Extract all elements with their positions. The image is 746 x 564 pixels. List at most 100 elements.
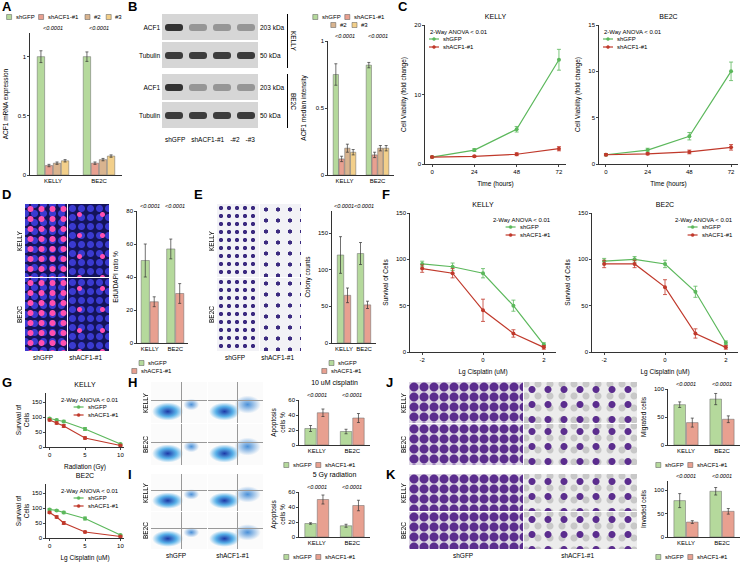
svg-text:0: 0: [403, 349, 407, 355]
svg-text:KELLY: KELLY: [677, 448, 695, 454]
svg-text:0: 0: [39, 535, 43, 541]
svg-text:2-Way ANOVA < 0.01: 2-Way ANOVA < 0.01: [604, 29, 662, 35]
svg-text:150: 150: [318, 230, 329, 236]
svg-text:50: 50: [581, 303, 588, 309]
svg-text:shACF1-#1: shACF1-#1: [325, 554, 356, 560]
svg-text:50: 50: [657, 414, 664, 420]
svg-text:60: 60: [126, 241, 133, 247]
svg-text:100: 100: [318, 267, 329, 273]
svg-text:2-Way ANOVA < 0.01: 2-Way ANOVA < 0.01: [493, 217, 551, 223]
svg-text:shACF1-#1: shACF1-#1: [325, 462, 356, 468]
svg-text:shGFP: shGFP: [520, 224, 539, 230]
svg-text:100: 100: [654, 487, 665, 493]
svg-text:<0.0001: <0.0001: [334, 203, 354, 209]
svg-text:50: 50: [35, 429, 42, 435]
svg-text:50: 50: [321, 303, 328, 309]
svg-text:5: 5: [592, 115, 596, 121]
svg-text:shACF1-#1: shACF1-#1: [443, 44, 474, 50]
svg-text:60: 60: [288, 489, 295, 495]
svg-text:<0.0001: <0.0001: [368, 33, 388, 39]
svg-text:100: 100: [654, 386, 665, 392]
svg-text:0: 0: [481, 357, 485, 363]
svg-text:Radiation (Gy): Radiation (Gy): [64, 463, 106, 471]
svg-text:<0.0001: <0.0001: [165, 203, 185, 209]
svg-text:Lg Cisplatin (uM): Lg Cisplatin (uM): [60, 554, 109, 562]
svg-text:Survival ofCells: Survival ofCells: [15, 496, 30, 527]
svg-text:10: 10: [414, 92, 421, 98]
svg-text:40: 40: [288, 412, 295, 418]
svg-text:48: 48: [686, 169, 693, 175]
svg-text:Invaded cells: Invaded cells: [640, 489, 647, 528]
svg-text:#3: #3: [361, 22, 368, 28]
svg-text:shGFP: shGFP: [322, 14, 341, 20]
svg-text:#2: #2: [340, 22, 347, 28]
svg-text:10: 10: [588, 68, 595, 74]
svg-text:Cell Viability (fold change): Cell Viability (fold change): [400, 57, 408, 132]
svg-text:<0.0001: <0.0001: [354, 203, 374, 209]
svg-text:ACF1 median intensity: ACF1 median intensity: [300, 75, 308, 141]
svg-text:KELLY: KELLY: [308, 448, 326, 454]
svg-text:1: 1: [321, 38, 325, 44]
svg-text:48: 48: [513, 169, 520, 175]
svg-text:BE2C: BE2C: [714, 540, 730, 546]
svg-text:2: 2: [542, 357, 546, 363]
svg-text:shACF1-#1: shACF1-#1: [520, 232, 551, 238]
svg-text:shGFP: shGFP: [88, 404, 107, 410]
svg-text:KELLY: KELLY: [308, 540, 326, 546]
svg-text:BE2C: BE2C: [714, 448, 730, 454]
svg-text:5: 5: [83, 452, 87, 458]
svg-text:-2: -2: [419, 357, 425, 363]
svg-text:KELLY: KELLY: [74, 381, 96, 388]
svg-text:<0.0001: <0.0001: [712, 381, 732, 387]
svg-text:shACF1-#1: shACF1-#1: [697, 554, 728, 560]
svg-text:shGFP: shGFP: [665, 554, 684, 560]
svg-text:shGFP: shGFP: [293, 462, 312, 468]
svg-text:<0.0001: <0.0001: [89, 25, 109, 31]
svg-text:KELLY: KELLY: [44, 178, 62, 184]
svg-text:BE2C: BE2C: [370, 178, 386, 184]
svg-text:BE2C: BE2C: [356, 346, 372, 352]
svg-text:-2: -2: [601, 357, 607, 363]
svg-text:150: 150: [32, 490, 43, 496]
svg-text:100: 100: [32, 414, 43, 420]
svg-text:BE2C: BE2C: [91, 178, 107, 184]
svg-text:2-Way ANOVA < 0.01: 2-Way ANOVA < 0.01: [675, 217, 733, 223]
svg-text:shACF1-#1: shACF1-#1: [697, 462, 728, 468]
svg-text:shACF1-#1: shACF1-#1: [88, 412, 119, 418]
svg-text:150: 150: [396, 210, 407, 216]
svg-text:0: 0: [321, 172, 325, 178]
svg-text:20: 20: [288, 519, 295, 525]
svg-text:shGFP: shGFP: [293, 554, 312, 560]
svg-text:KELLY: KELLY: [485, 13, 507, 20]
svg-text:ACF1 mRNA expression: ACF1 mRNA expression: [2, 68, 10, 139]
svg-text:0: 0: [39, 444, 43, 450]
svg-text:BE2C: BE2C: [344, 540, 360, 546]
svg-text:20: 20: [288, 427, 295, 433]
svg-text:Migrated cells: Migrated cells: [640, 396, 648, 437]
svg-text:Survival of Cells: Survival of Cells: [382, 258, 389, 305]
svg-text:72: 72: [728, 169, 735, 175]
svg-text:Time (hours): Time (hours): [650, 180, 687, 188]
svg-text:80: 80: [126, 208, 133, 214]
svg-text:2-Way ANOVA < 0.01: 2-Way ANOVA < 0.01: [61, 397, 119, 403]
svg-text:BE2C: BE2C: [167, 346, 183, 352]
svg-text:0: 0: [604, 169, 608, 175]
svg-text:0: 0: [292, 534, 296, 540]
svg-text:40: 40: [288, 504, 295, 510]
svg-text:<0.0001: <0.0001: [676, 381, 696, 387]
svg-text:<0.0001: <0.0001: [712, 473, 732, 479]
svg-text:#3: #3: [115, 14, 122, 20]
svg-text:10 uM cisplatin: 10 uM cisplatin: [311, 379, 358, 387]
svg-text:2-Way ANOVA < 0.01: 2-Way ANOVA < 0.01: [430, 29, 488, 35]
svg-text:<0.0001: <0.0001: [140, 203, 160, 209]
svg-text:0: 0: [661, 534, 665, 540]
svg-text:<0.0001: <0.0001: [335, 33, 355, 39]
svg-text:0: 0: [418, 161, 422, 167]
svg-text:20: 20: [414, 22, 421, 28]
svg-text:#2: #2: [94, 14, 101, 20]
svg-text:0: 0: [585, 349, 589, 355]
svg-text:Lg Cisplatin (uM): Lg Cisplatin (uM): [458, 368, 507, 376]
svg-text:shGFP: shGFP: [665, 462, 684, 468]
svg-text:Survival of Cells: Survival of Cells: [564, 258, 571, 305]
svg-text:Cell Viability (fold change): Cell Viability (fold change): [574, 57, 582, 132]
